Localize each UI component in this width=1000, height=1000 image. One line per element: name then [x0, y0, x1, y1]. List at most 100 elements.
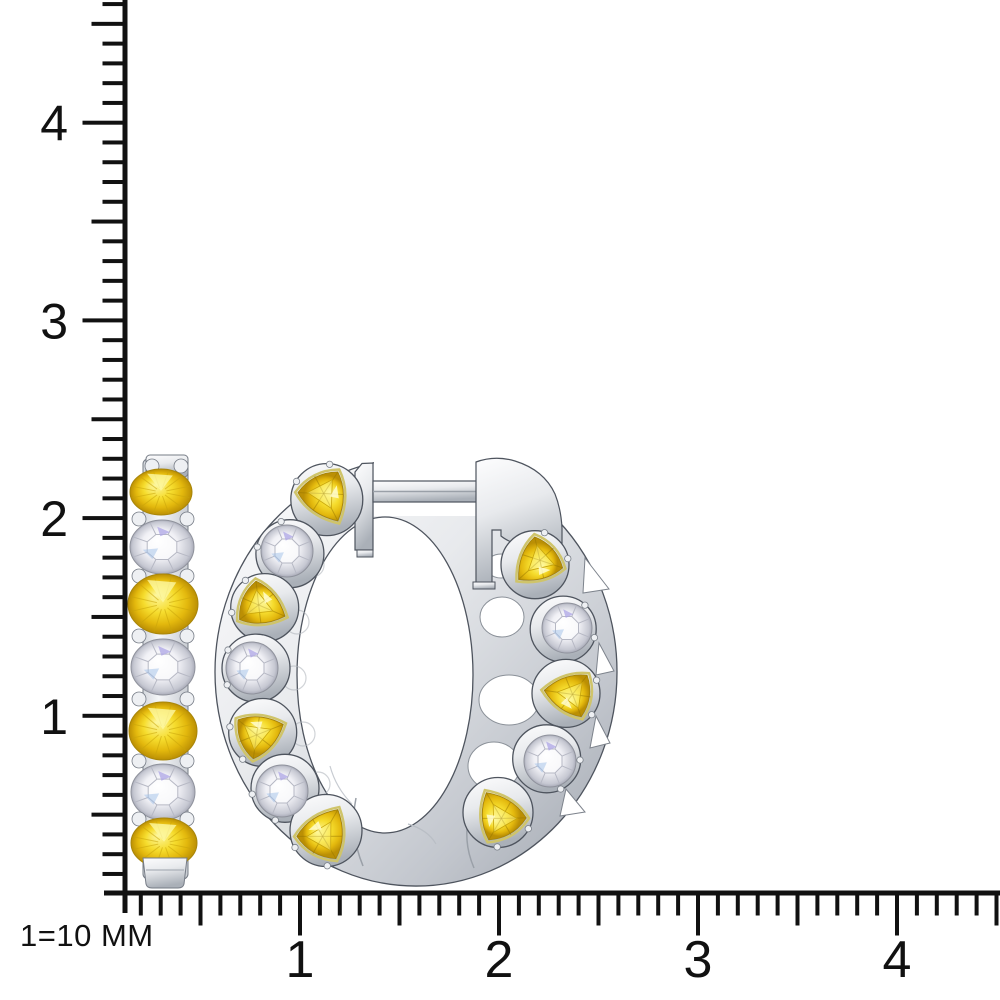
tick	[974, 893, 979, 916]
tick	[91, 614, 125, 619]
tick	[855, 893, 860, 916]
white-gem	[130, 638, 196, 696]
tick	[397, 893, 402, 926]
tick	[795, 893, 800, 926]
tick	[102, 298, 125, 303]
tick	[278, 893, 283, 916]
yellow-gem	[234, 713, 288, 763]
tick	[158, 893, 163, 916]
tick	[775, 893, 780, 916]
ruler-line	[122, 0, 128, 913]
tick	[102, 871, 125, 876]
tick	[895, 893, 899, 936]
white-gem	[255, 764, 309, 818]
prong	[540, 529, 549, 537]
tick	[676, 893, 681, 916]
tick	[102, 555, 125, 560]
prong	[271, 816, 279, 824]
tick	[82, 713, 125, 718]
tick	[258, 893, 263, 916]
prong	[223, 681, 231, 689]
tick	[934, 893, 939, 916]
openwork-notch	[559, 787, 586, 817]
prong	[323, 862, 331, 870]
tick	[337, 893, 342, 916]
tick	[102, 595, 125, 600]
tick	[357, 893, 362, 916]
horizontal-ruler: 1 2 3 4	[104, 890, 1000, 989]
tick	[735, 893, 740, 916]
tick	[102, 259, 125, 264]
tick	[102, 496, 125, 501]
scale-note: 1=10 MM	[20, 918, 154, 953]
openwork-gap	[479, 596, 525, 638]
prong	[493, 843, 501, 851]
prong	[277, 517, 285, 526]
tick	[596, 893, 601, 926]
prong	[179, 628, 195, 644]
prong	[131, 628, 147, 644]
white-gem	[523, 734, 577, 788]
tick	[102, 199, 125, 204]
yellow-gem	[292, 805, 346, 863]
prong	[241, 576, 249, 585]
yellow-gem	[515, 532, 567, 584]
prong	[248, 790, 256, 798]
tick	[82, 120, 125, 125]
tick	[102, 753, 125, 758]
tick	[102, 792, 125, 797]
prong	[224, 646, 232, 654]
tick	[102, 2, 125, 7]
tick	[536, 893, 541, 916]
white-gem	[541, 602, 593, 654]
tick	[102, 81, 125, 86]
prong	[239, 755, 247, 763]
tick	[556, 893, 561, 916]
prong	[588, 711, 596, 719]
earring-base	[142, 857, 188, 889]
tick	[437, 893, 442, 916]
tick	[102, 41, 125, 46]
tick	[875, 893, 880, 916]
prong	[564, 554, 572, 563]
ruler-label: 3	[684, 931, 713, 989]
tick	[102, 180, 125, 185]
prong	[131, 691, 147, 707]
tick	[656, 893, 661, 916]
prong	[325, 460, 334, 468]
prong	[524, 825, 532, 833]
tick	[954, 893, 959, 916]
tick	[102, 140, 125, 145]
tick	[102, 239, 125, 244]
tick	[218, 893, 223, 916]
side-view-earring	[127, 454, 199, 889]
tick	[102, 773, 125, 778]
tick	[102, 338, 125, 343]
openwork-notch	[589, 714, 611, 749]
prong	[576, 756, 584, 764]
white-gem	[129, 519, 195, 575]
tick	[198, 893, 203, 926]
tick	[636, 893, 641, 916]
tick	[91, 812, 125, 817]
ruler-label: 4	[40, 96, 68, 152]
tick	[91, 21, 125, 26]
tick	[994, 893, 999, 926]
prong	[179, 511, 195, 527]
prong	[590, 633, 599, 642]
prong	[557, 785, 565, 793]
tick	[102, 535, 125, 540]
tick	[102, 476, 125, 481]
prong	[228, 608, 236, 617]
prong	[131, 753, 147, 769]
openwork-notch	[595, 641, 615, 676]
vertical-ruler: 1 2 3 4	[40, 0, 128, 913]
openwork-gap	[478, 674, 540, 726]
tick	[815, 893, 820, 916]
tick	[755, 893, 760, 916]
openwork-notch	[582, 556, 610, 594]
tick	[102, 357, 125, 362]
prong	[131, 811, 147, 827]
